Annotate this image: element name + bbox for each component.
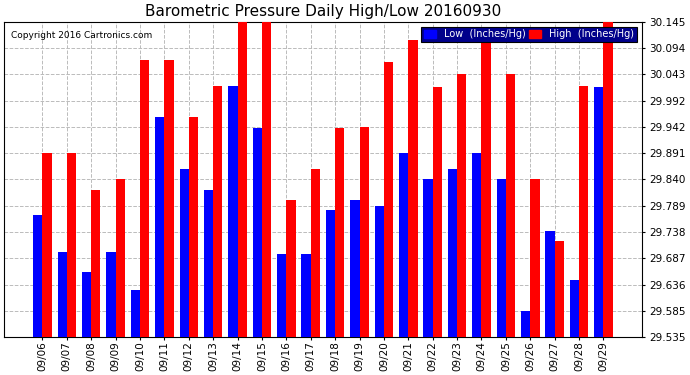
Bar <box>310 169 320 337</box>
Bar <box>521 311 531 337</box>
Bar <box>189 117 198 337</box>
Bar <box>42 153 52 337</box>
Bar <box>351 200 359 337</box>
Bar <box>164 60 174 337</box>
Bar <box>253 128 262 337</box>
Bar <box>106 252 116 337</box>
Bar <box>57 252 67 337</box>
Title: Barometric Pressure Daily High/Low 20160930: Barometric Pressure Daily High/Low 20160… <box>145 4 501 19</box>
Bar <box>399 153 408 337</box>
Bar <box>579 86 589 337</box>
Bar <box>155 117 164 337</box>
Bar <box>594 87 604 337</box>
Bar <box>555 241 564 337</box>
Bar <box>67 153 76 337</box>
Bar <box>545 231 555 337</box>
Bar <box>302 254 310 337</box>
Bar <box>424 179 433 337</box>
Bar <box>570 280 579 337</box>
Bar <box>140 60 149 337</box>
Bar <box>335 128 344 337</box>
Bar <box>482 40 491 337</box>
Bar <box>359 127 368 337</box>
Bar <box>286 200 295 337</box>
Bar <box>204 190 213 337</box>
Bar <box>262 22 271 337</box>
Text: Copyright 2016 Cartronics.com: Copyright 2016 Cartronics.com <box>10 31 152 40</box>
Bar <box>33 215 42 337</box>
Legend: Low  (Inches/Hg), High  (Inches/Hg): Low (Inches/Hg), High (Inches/Hg) <box>422 27 637 42</box>
Bar <box>384 62 393 337</box>
Bar <box>326 210 335 337</box>
Bar <box>237 22 247 337</box>
Bar <box>91 190 101 337</box>
Bar <box>82 272 91 337</box>
Bar <box>448 169 457 337</box>
Bar <box>213 86 222 337</box>
Bar <box>433 87 442 337</box>
Bar <box>472 153 482 337</box>
Bar <box>375 206 384 337</box>
Bar <box>506 74 515 337</box>
Bar <box>497 179 506 337</box>
Bar <box>531 179 540 337</box>
Bar <box>277 254 286 337</box>
Bar <box>179 169 189 337</box>
Bar <box>408 40 417 337</box>
Bar <box>130 290 140 337</box>
Bar <box>116 179 125 337</box>
Bar <box>604 22 613 337</box>
Bar <box>228 86 237 337</box>
Bar <box>457 74 466 337</box>
